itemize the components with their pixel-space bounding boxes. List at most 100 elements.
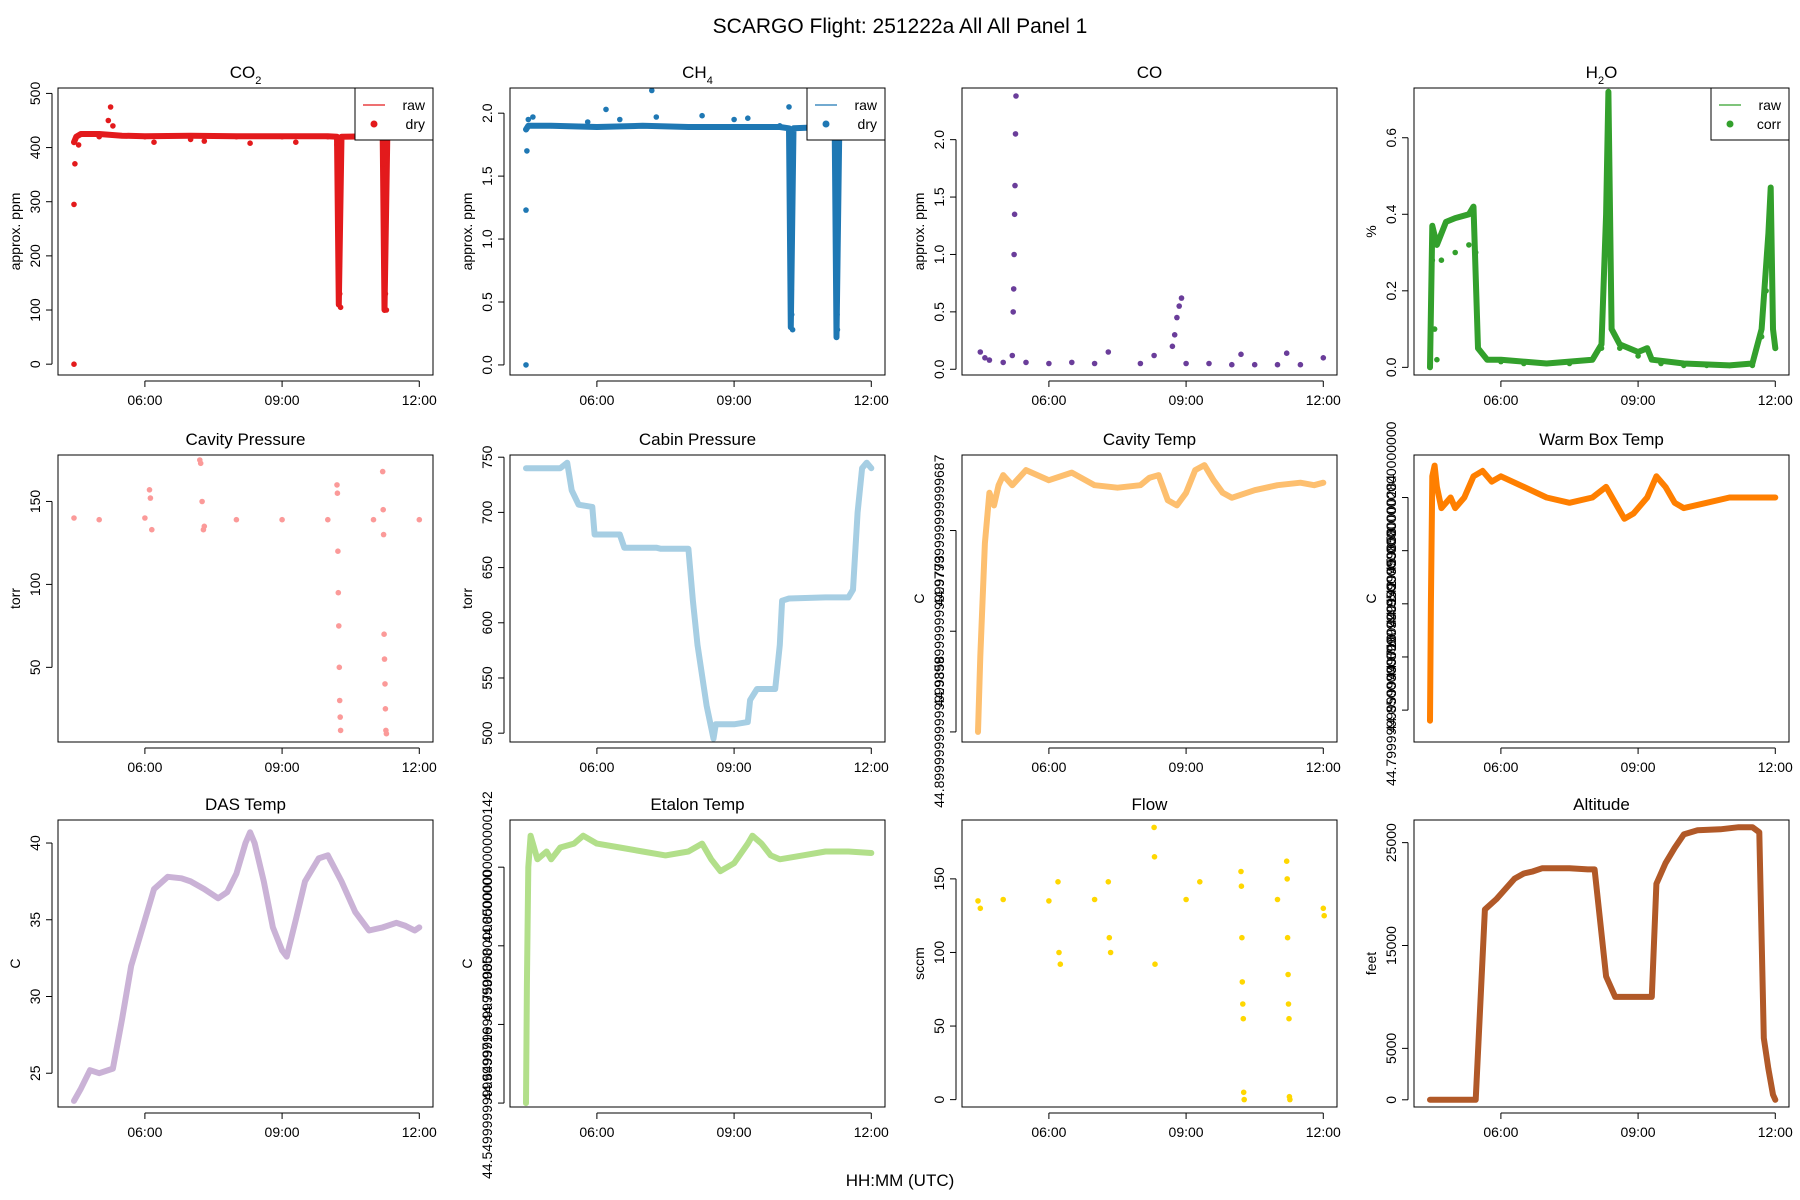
plot-frame: [57, 454, 434, 743]
data-point: [379, 468, 386, 475]
data-point: [1241, 1096, 1247, 1103]
x-tick-label: 09:00: [1621, 392, 1656, 408]
y-tick-label: 40: [27, 835, 43, 851]
y-tick-label: 600: [479, 611, 495, 635]
data-point: [233, 516, 240, 523]
x-tick-label: 12:00: [854, 392, 889, 408]
legend-label: corr: [1757, 116, 1781, 132]
y-tick-label: 25: [27, 1065, 43, 1081]
data-point: [1197, 879, 1203, 885]
y-tick-label: 0.4: [1383, 204, 1399, 224]
x-axis-title: HH:MM (UTC): [846, 1171, 955, 1190]
data-point: [1000, 359, 1006, 366]
plot-frame: [1413, 819, 1790, 1108]
y-tick-label: 0: [27, 360, 43, 368]
panel: CH4 06:00 09:00 12:00 0.0 0.5 1.0 1.5 2.0 approx.…: [459, 63, 889, 408]
x-tick-label: 06:00: [1483, 1124, 1518, 1140]
panel: CO 06:00 09:00 12:00 0.0 0.5 1.0 1.5 2.0 approx. …: [911, 63, 1341, 408]
panel-title-subscript: 2: [1598, 75, 1604, 87]
y-tick-label: 25000: [1383, 823, 1399, 862]
plot-frame: [57, 819, 434, 1108]
data-point: [1152, 961, 1158, 967]
data-point: [1178, 295, 1185, 301]
y-tick-label: 44.85000000000000142: [479, 791, 495, 943]
data-point: [1046, 360, 1052, 367]
x-tick-label: 06:00: [579, 759, 614, 775]
plot-frame: [961, 87, 1338, 376]
y-tick-label: 400: [27, 136, 43, 160]
series-line: [523, 122, 875, 341]
data-point: [1251, 361, 1258, 368]
data-point: [1000, 896, 1006, 903]
y-tick-label: 44.85000000000000142: [1383, 581, 1399, 733]
data-point: [382, 681, 388, 687]
legend-box: [1710, 87, 1790, 141]
data-point: [1617, 345, 1623, 352]
panel-title-subscript: 4: [707, 75, 713, 87]
legend-label: raw: [402, 97, 425, 113]
figure-title: SCARGO Flight: 251222a All All Panel 1: [713, 15, 1088, 38]
data-point: [151, 139, 157, 145]
y-tick-label: 100: [27, 573, 43, 597]
panel: Flow 06:00 09:00 12:00 0 50 100 150 sccm: [911, 795, 1341, 1140]
data-point: [1169, 343, 1176, 350]
panel: Cabin Pressure 06:00 09:00 12:00 500 550 600 65…: [459, 430, 889, 775]
data-point: [1466, 242, 1472, 248]
data-point: [71, 201, 77, 208]
panel-title-main: Altitude: [1573, 795, 1630, 814]
legend-label: dry: [858, 116, 877, 132]
y-axis-title: C: [1363, 593, 1379, 603]
panel: Etalon Temp 06:00 09:00 12:00 44.54999999999…: [459, 791, 889, 1179]
series-line-raw: [1429, 91, 1776, 368]
data-point: [105, 117, 112, 124]
data-point: [1206, 360, 1212, 367]
y-axis-title: sccm: [911, 947, 927, 980]
y-tick-label: 45.00000000000000000: [1383, 421, 1399, 573]
legend-swatch-point: [1726, 120, 1734, 128]
data-point: [142, 515, 148, 521]
data-point: [1297, 361, 1304, 368]
data-point: [380, 531, 387, 538]
panel-title-main: CH: [682, 63, 707, 82]
y-tick-label: 0.6: [1383, 128, 1399, 148]
x-tick-label: 12:00: [1758, 759, 1793, 775]
data-point: [147, 495, 154, 501]
data-point: [370, 516, 377, 523]
panel-title-main: H: [1586, 63, 1598, 82]
data-point: [201, 523, 208, 530]
data-point: [1151, 352, 1157, 359]
y-axis-title: %: [1363, 225, 1379, 237]
data-point: [336, 291, 343, 297]
data-point: [977, 905, 984, 912]
data-point: [745, 115, 751, 121]
legend-label: raw: [854, 97, 877, 113]
data-point: [336, 664, 343, 671]
data-point: [1434, 356, 1440, 363]
y-tick-label: 50: [27, 659, 43, 675]
y-tick-label: 0.0: [931, 359, 947, 379]
x-tick-label: 09:00: [717, 1124, 752, 1140]
data-point: [71, 515, 77, 521]
y-tick-label: 44.54999999999999716: [479, 1027, 495, 1179]
data-point: [986, 357, 993, 363]
data-point: [187, 136, 194, 143]
y-tick-label: 15000: [1383, 926, 1399, 965]
data-point: [1106, 934, 1113, 941]
data-point: [1171, 332, 1178, 338]
x-tick-label: 09:00: [717, 759, 752, 775]
data-point: [1105, 349, 1112, 355]
data-point: [603, 106, 609, 113]
y-tick-label: 0.5: [479, 292, 495, 312]
series-line: [71, 829, 423, 1104]
x-tick-label: 09:00: [1169, 759, 1204, 775]
data-point: [1012, 182, 1018, 189]
panel-title-main: CO: [1137, 63, 1163, 82]
data-point: [1091, 360, 1098, 367]
data-point: [1283, 350, 1290, 357]
data-point: [380, 161, 387, 167]
panel-title: Etalon Temp: [650, 795, 744, 814]
y-tick-label: 44.75000000000000000: [479, 870, 495, 1022]
y-tick-label: 200: [27, 244, 43, 268]
